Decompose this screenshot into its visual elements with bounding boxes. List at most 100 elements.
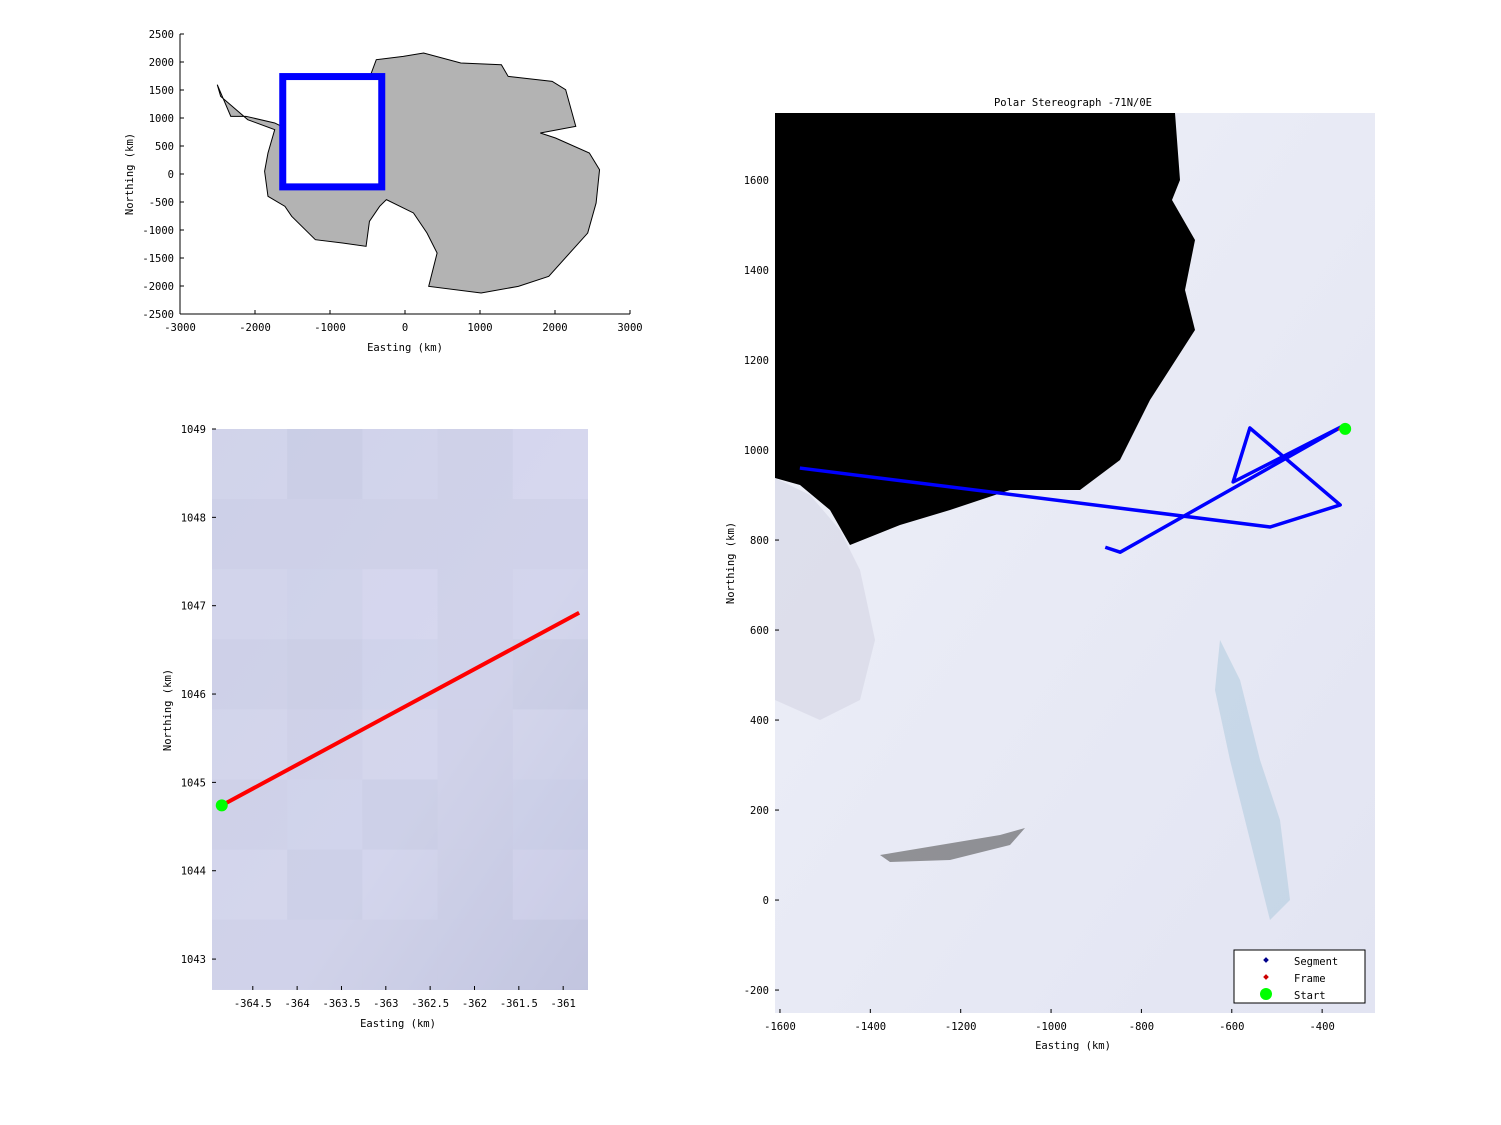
- ice-feature: [1215, 640, 1290, 920]
- x-tick-label: -363: [373, 998, 398, 1010]
- image-tile: [362, 429, 438, 500]
- image-tile: [287, 779, 363, 850]
- image-tile: [437, 429, 513, 500]
- y-axis-label: Northing (km): [725, 522, 737, 604]
- image-tile: [362, 639, 438, 710]
- x-tick-label: -1200: [945, 1021, 977, 1033]
- image-tile: [212, 499, 288, 570]
- image-tile: [437, 849, 513, 920]
- rock-outcrop: [880, 828, 1025, 862]
- y-tick-label: 1049: [181, 424, 206, 436]
- y-tick-label: 1500: [149, 85, 174, 97]
- image-tile: [212, 709, 288, 780]
- y-tick-label: -1000: [142, 225, 174, 237]
- y-tick-label: 0: [168, 169, 174, 181]
- x-tick-label: 1000: [467, 322, 492, 334]
- image-tile: [212, 919, 288, 990]
- legend: Segment Frame Start: [1233, 949, 1366, 1004]
- mountain-region: [775, 478, 875, 720]
- region-box: [279, 73, 386, 191]
- y-tick-label: 1043: [181, 954, 206, 966]
- image-tile: [287, 919, 363, 990]
- legend-marker-segment: [1263, 957, 1269, 963]
- image-tile: [287, 499, 363, 570]
- start-marker: [215, 799, 228, 812]
- legend-label-start: Start: [1294, 990, 1326, 1002]
- image-tile: [437, 499, 513, 570]
- y-tick-label: -500: [149, 197, 174, 209]
- x-tick-label: -600: [1219, 1021, 1244, 1033]
- image-tile: [512, 779, 588, 850]
- y-tick-label: 2500: [149, 29, 174, 41]
- x-axis-label: Easting (km): [360, 1018, 436, 1030]
- region-box-fill: [282, 76, 382, 187]
- y-tick-label: 1000: [744, 445, 769, 457]
- polar-stereograph-axes: -1600 -1400 -1200 -1000 -800 -600 -400 1600 1400…: [725, 97, 1375, 1052]
- x-tick-label: 0: [402, 322, 408, 334]
- y-tick-label: 1400: [744, 265, 769, 277]
- image-tile: [212, 849, 288, 920]
- image-tile: [512, 429, 588, 500]
- y-tick-label: 1600: [744, 175, 769, 187]
- image-tile: [362, 919, 438, 990]
- x-tick-label: -361.5: [500, 998, 538, 1010]
- image-tile: [512, 499, 588, 570]
- y-tick-label: 800: [750, 535, 769, 547]
- image-tile: [212, 639, 288, 710]
- frame-line: [220, 611, 581, 808]
- image-tile: [512, 849, 588, 920]
- x-axis-label: Easting (km): [367, 342, 443, 354]
- y-tick-label: 1000: [149, 113, 174, 125]
- image-tile: [287, 569, 363, 640]
- legend-marker-frame: [1263, 974, 1269, 980]
- x-tick-label: -1000: [1035, 1021, 1067, 1033]
- x-axis-label: Easting (km): [1035, 1040, 1111, 1052]
- y-tick-label: 1048: [181, 512, 206, 524]
- frame-zoom-axes: -364.5 -364 -363.5 -363 -362.5 -362 -361.5 -361…: [162, 424, 588, 1030]
- image-tile: [212, 569, 288, 640]
- y-tick-label: 1200: [744, 355, 769, 367]
- x-tick-label: -1400: [855, 1021, 887, 1033]
- ocean-region: [775, 113, 1195, 545]
- overview-map-axes: -3000 -2000 -1000 0 1000 2000 3000 2500 2000 1500…: [124, 29, 643, 354]
- y-tick-label: 2000: [149, 57, 174, 69]
- x-tick-label: -362: [462, 998, 487, 1010]
- y-tick-label: -1500: [142, 253, 174, 265]
- segment-track: [799, 423, 1347, 554]
- image-tile: [287, 709, 363, 780]
- x-tick-label: -364: [284, 998, 309, 1010]
- legend-box: [1233, 949, 1366, 1004]
- y-tick-label: 0: [763, 895, 769, 907]
- image-tile: [512, 919, 588, 990]
- image-tile: [512, 639, 588, 710]
- legend-label-frame: Frame: [1294, 973, 1326, 985]
- y-tick-label: -200: [744, 985, 769, 997]
- y-tick-label: 400: [750, 715, 769, 727]
- x-tick-label: 3000: [617, 322, 642, 334]
- image-tile: [437, 569, 513, 640]
- legend-label-segment: Segment: [1294, 956, 1338, 968]
- x-tick-label: -1000: [314, 322, 346, 334]
- y-tick-label: 1047: [181, 601, 206, 613]
- x-tick-label: -361: [551, 998, 576, 1010]
- x-tick-label: -362.5: [411, 998, 449, 1010]
- y-tick-label: 200: [750, 805, 769, 817]
- antarctica-outline: [216, 52, 601, 294]
- image-tile: [362, 709, 438, 780]
- image-tile: [212, 429, 288, 500]
- image-tile: [287, 639, 363, 710]
- image-tile: [362, 499, 438, 570]
- legend-marker-start: [1260, 988, 1272, 1000]
- y-tick-label: 1046: [181, 689, 206, 701]
- y-tick-label: 1044: [181, 866, 206, 878]
- y-tick-label: -2000: [142, 281, 174, 293]
- x-tick-label: -400: [1309, 1021, 1334, 1033]
- y-tick-label: 1045: [181, 777, 206, 789]
- y-tick-label: 600: [750, 625, 769, 637]
- image-tile: [287, 429, 363, 500]
- image-tile: [362, 779, 438, 850]
- x-tick-label: -363.5: [323, 998, 361, 1010]
- x-tick-label: -364.5: [234, 998, 272, 1010]
- x-tick-label: -800: [1129, 1021, 1154, 1033]
